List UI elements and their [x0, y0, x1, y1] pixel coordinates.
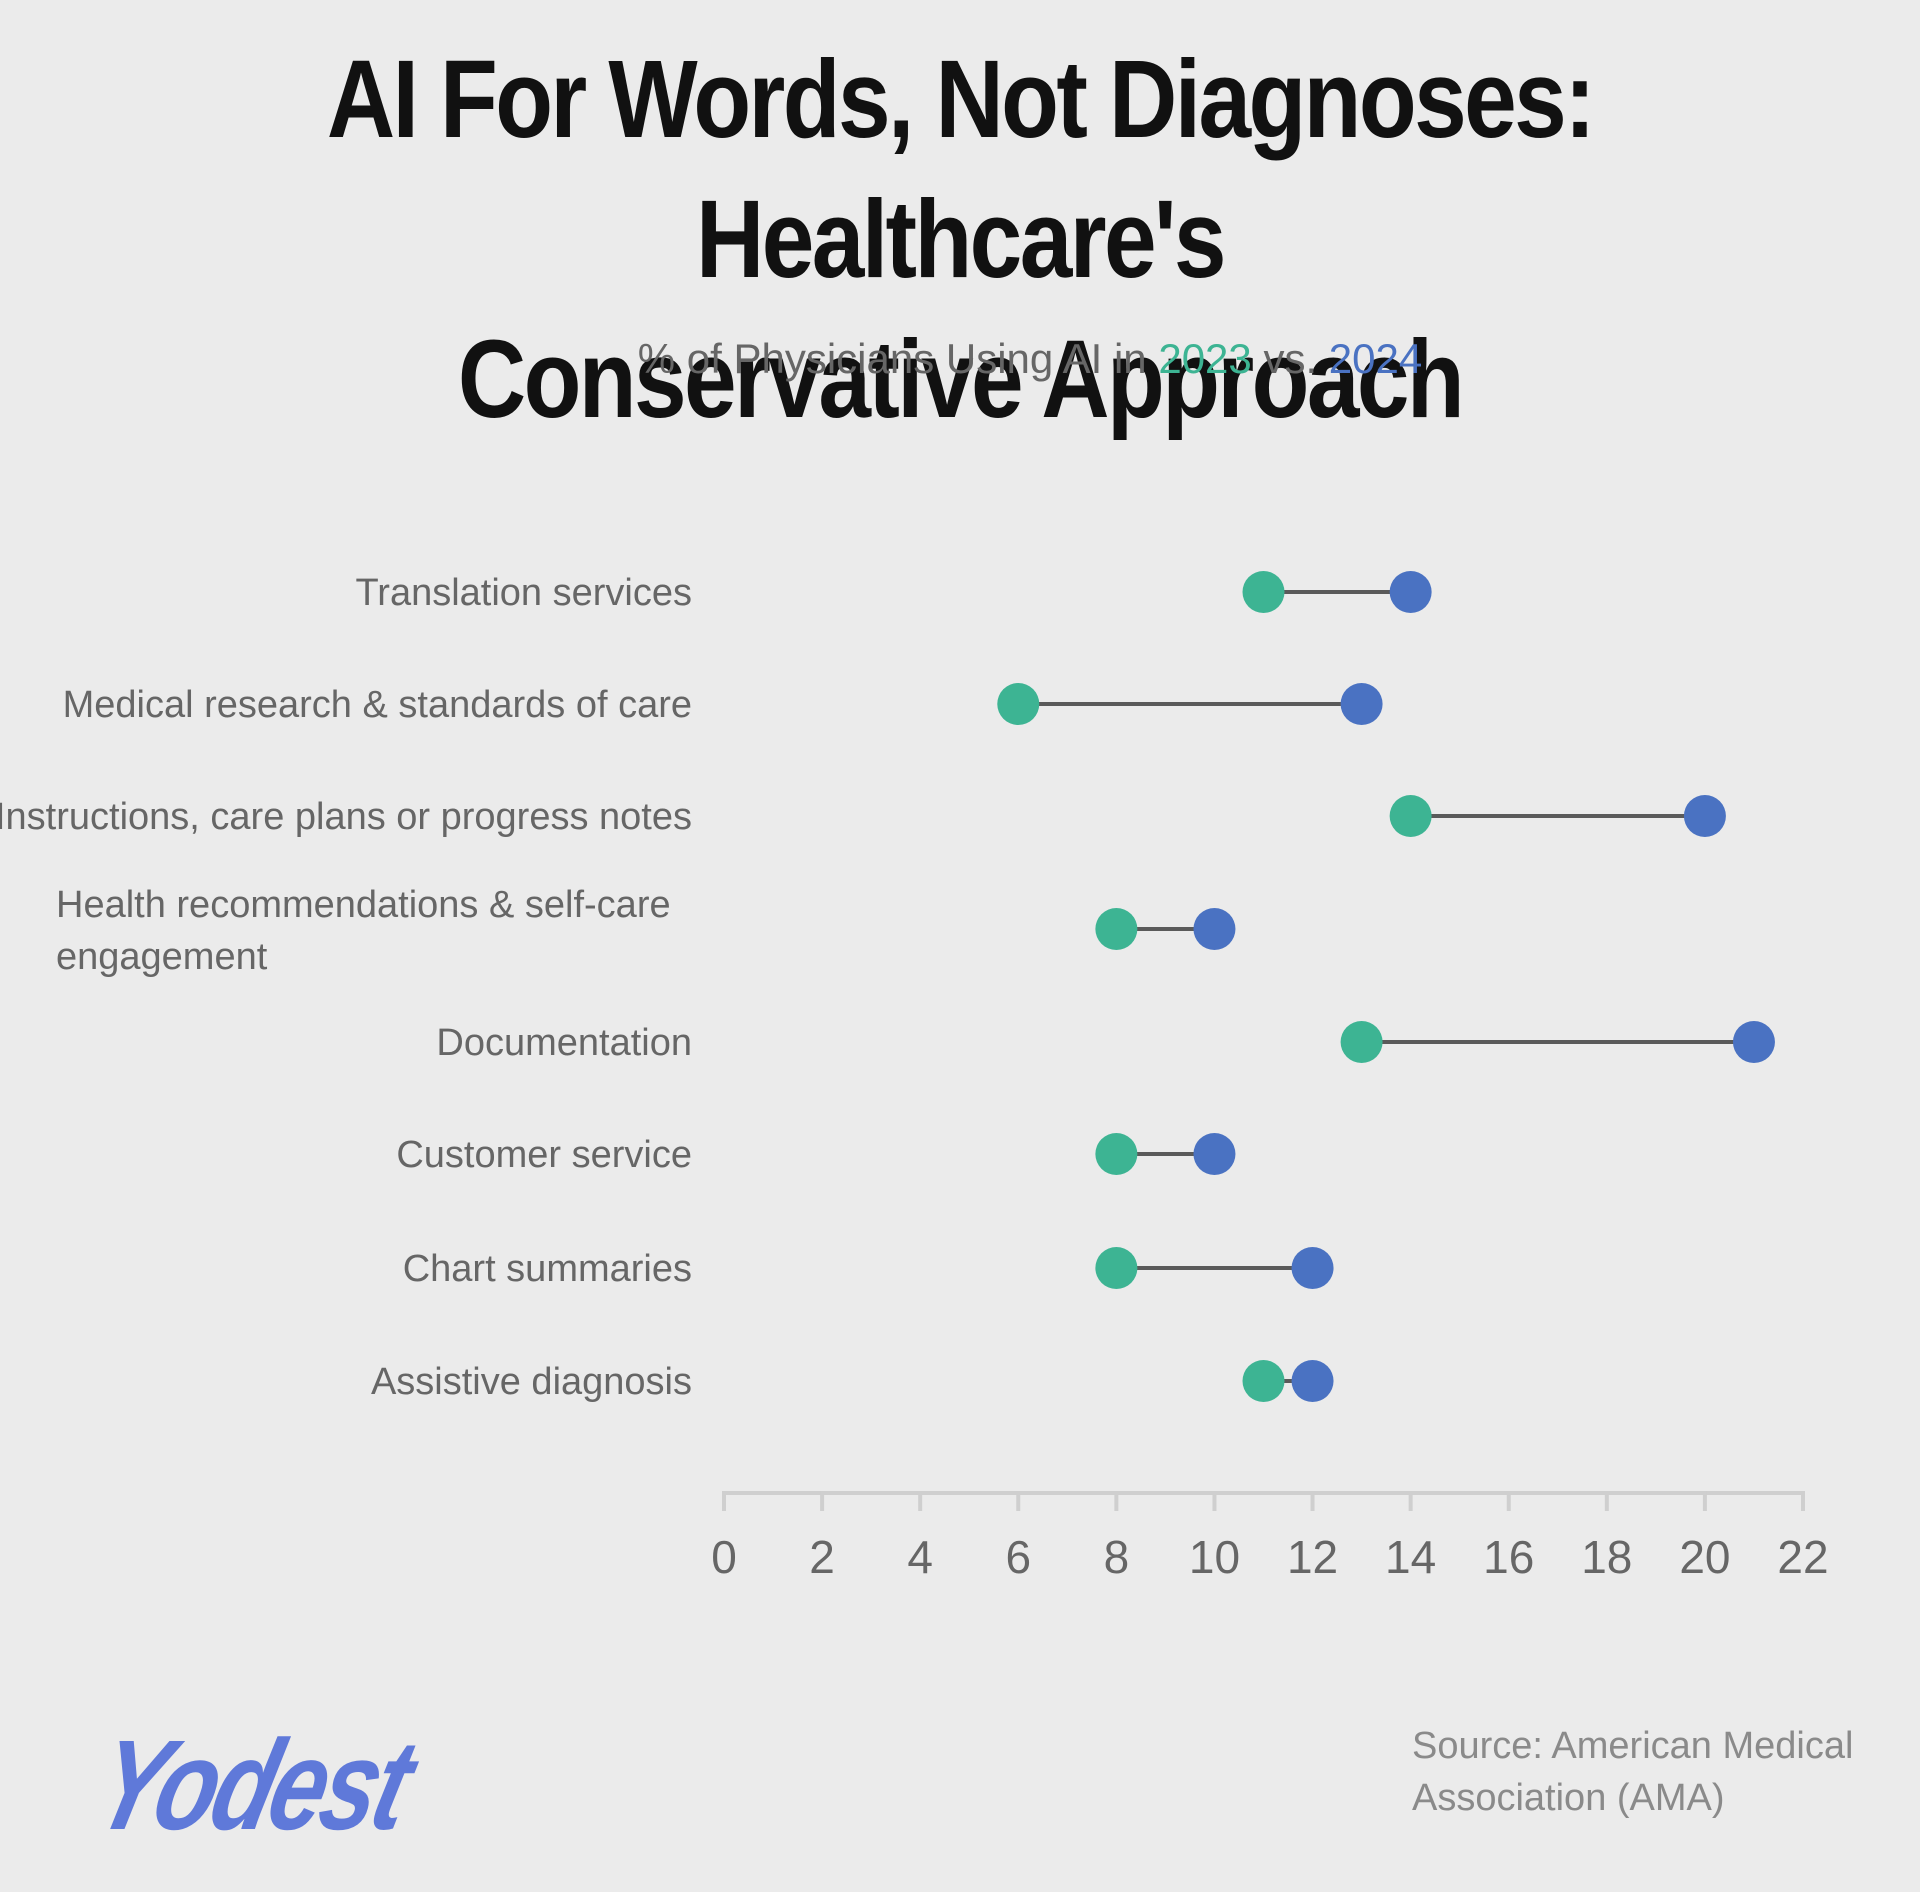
dot-2023 [1389, 795, 1432, 837]
page-title: AI For Words, Not Diagnoses: Healthcare'… [134, 30, 1785, 450]
category-label: Customer service [396, 1134, 692, 1176]
dot-2024 [1291, 1360, 1334, 1402]
source-line-2: Association (AMA) [1412, 1777, 1725, 1819]
x-tick-label: 8 [1104, 1531, 1130, 1583]
dot-2023 [1242, 571, 1285, 613]
x-tick-label: 4 [907, 1531, 933, 1583]
dot-2023 [1095, 1247, 1138, 1289]
x-tick-label: 2 [809, 1531, 835, 1583]
dot-2023 [1095, 908, 1138, 950]
chart-subtitle: % of Physicians Using AI in 2023 vs. 202… [0, 335, 1920, 383]
source-note: Source: American Medical Association (AM… [1412, 1720, 1912, 1824]
x-tick-label: 18 [1581, 1531, 1632, 1583]
category-label: Documentation [436, 1022, 692, 1064]
dot-2023 [1242, 1360, 1285, 1402]
x-tick-label: 14 [1385, 1531, 1436, 1583]
dot-2024 [1683, 795, 1726, 837]
subtitle-vs: vs. [1263, 335, 1318, 382]
brand-logo: Yodest [82, 1714, 424, 1857]
dot-2024 [1193, 1133, 1236, 1175]
category-label: Medical research & standards of care [63, 684, 692, 726]
x-tick-label: 10 [1189, 1531, 1240, 1583]
dot-2024 [1732, 1021, 1775, 1063]
subtitle-year-2023: 2023 [1158, 335, 1252, 382]
x-tick-label: 6 [1005, 1531, 1031, 1583]
dot-2023 [1095, 1133, 1138, 1175]
dot-2024 [1193, 908, 1236, 950]
subtitle-prefix: % of Physicians Using AI in [637, 335, 1147, 382]
x-tick-label: 12 [1287, 1531, 1338, 1583]
category-label: Assistive diagnosis [371, 1361, 692, 1403]
category-label: Translation services [356, 572, 693, 614]
subtitle-year-2024: 2024 [1328, 335, 1423, 382]
x-tick-label: 0 [711, 1531, 737, 1583]
dot-2024 [1389, 571, 1432, 613]
category-label: Health recommendations & self-care engage… [56, 884, 671, 978]
x-tick-label: 16 [1483, 1531, 1534, 1583]
category-label: Chart summaries [403, 1248, 692, 1290]
category-label: Instructions, care plans or progress not… [0, 796, 692, 838]
title-line-2: Conservative Approach [457, 318, 1465, 441]
source-line-1: Source: American Medical [1412, 1725, 1854, 1767]
x-tick-label: 22 [1777, 1531, 1828, 1583]
dot-2023 [997, 683, 1040, 725]
dot-2024 [1291, 1247, 1334, 1289]
dot-2023 [1340, 1021, 1383, 1063]
title-line-1: AI For Words, Not Diagnoses: Healthcare'… [326, 38, 1596, 301]
x-tick-label: 20 [1679, 1531, 1730, 1583]
dot-2024 [1340, 683, 1383, 725]
